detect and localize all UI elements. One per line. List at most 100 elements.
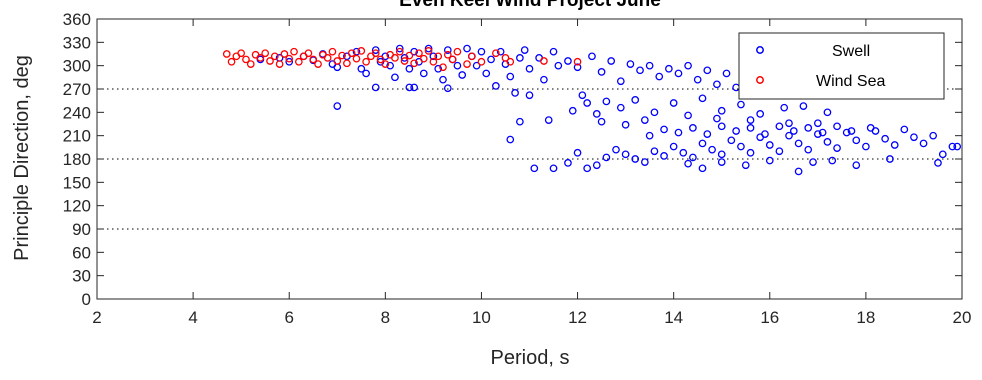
swell-point (713, 114, 721, 123)
swell-point (616, 77, 625, 86)
swell-point (813, 130, 822, 138)
swell-point (516, 117, 524, 126)
y-tick-label: 60 (72, 243, 91, 262)
x-tick-label: 14 (664, 308, 683, 327)
swell-point (799, 102, 808, 110)
swell-point (785, 131, 793, 140)
y-tick-label: 300 (63, 57, 91, 76)
swell-point (631, 155, 640, 163)
wind-sea-point (443, 50, 452, 59)
swell-point (650, 147, 659, 156)
swell-point (866, 124, 875, 132)
swell-point (434, 64, 443, 73)
wind-sea-point (309, 55, 318, 64)
swell-point (424, 44, 433, 53)
wind-sea-point (362, 57, 370, 66)
swell-point (919, 139, 928, 148)
wind-sea-point (266, 57, 274, 65)
swell-point (890, 141, 899, 149)
y-tick-label: 30 (72, 267, 91, 286)
swell-point (520, 46, 529, 54)
swell-point (564, 159, 572, 167)
swell-point (391, 73, 399, 82)
swell-point (588, 52, 596, 61)
swell-point (727, 136, 736, 145)
swell-point (525, 91, 534, 100)
swell-point (679, 148, 688, 157)
swell-point (789, 127, 798, 135)
swell-point (674, 69, 683, 78)
swell-point (669, 142, 678, 151)
swell-point (443, 84, 452, 93)
wind-sea-point (256, 54, 265, 62)
swell-point (429, 52, 438, 61)
x-tick-label: 6 (284, 308, 293, 327)
wind-sea-point (501, 54, 510, 62)
wind-sea-point (448, 55, 457, 64)
swell-point (621, 150, 630, 159)
swell-point (847, 127, 856, 135)
x-tick-label: 12 (568, 308, 587, 327)
swell-point (621, 120, 630, 129)
wind-sea-point (410, 59, 419, 68)
swell-point (698, 139, 707, 148)
swell-point (371, 83, 380, 92)
x-tick-label: 18 (856, 308, 875, 327)
swell-point (809, 158, 817, 166)
swell-point (573, 63, 582, 72)
swell-point (439, 75, 447, 84)
swell-point (645, 61, 654, 70)
swell-point (910, 133, 918, 142)
legend-wind-sea-marker (756, 76, 764, 84)
wind-sea-point (405, 51, 414, 60)
swell-point (741, 161, 750, 170)
x-tick-label: 4 (188, 308, 197, 327)
swell-point (823, 138, 832, 146)
wind-sea-point (415, 49, 423, 58)
swell-point (626, 60, 635, 68)
swell-point (650, 108, 659, 117)
swell-point (554, 61, 563, 70)
swell-point (669, 99, 678, 107)
swell-point (463, 44, 471, 53)
swell-point (602, 97, 611, 106)
legend-swell-marker (756, 46, 764, 54)
swell-point (333, 63, 342, 72)
y-axis: 0 30 60 90 120 150 180 210 240 270 300 330 360 (63, 10, 962, 309)
x-tick-label: 20 (953, 308, 972, 327)
swell-point (737, 100, 745, 109)
swell-point (506, 135, 515, 144)
swell-point (640, 116, 649, 124)
wind-sea-point (290, 47, 298, 56)
swell-point (386, 61, 394, 70)
swell-point (717, 122, 726, 131)
swell-point (525, 64, 534, 73)
swell-point (477, 47, 486, 56)
wind-sea-point (294, 57, 303, 66)
wind-sea-point (434, 52, 443, 61)
swell-point (938, 150, 947, 159)
wind-sea-point (439, 63, 447, 72)
wind-sea-point (242, 55, 250, 64)
y-tick-label: 360 (63, 10, 91, 29)
swell-point (544, 116, 553, 124)
wind-sea-point (381, 60, 390, 68)
y-tick-label: 180 (63, 150, 91, 169)
swell-point (833, 144, 841, 152)
swell-point (713, 80, 721, 89)
swell-point (410, 47, 419, 56)
wind-sea-point (237, 49, 246, 58)
wind-sea-point (463, 60, 471, 68)
wind-sea-series (222, 47, 582, 72)
swell-point (708, 145, 716, 154)
swell-point (612, 145, 620, 154)
swell-point (549, 47, 558, 56)
swell-point (395, 44, 404, 53)
y-tick-label: 150 (63, 173, 91, 192)
swell-point (732, 83, 740, 92)
swell-point (592, 110, 601, 118)
swell-point (371, 46, 380, 54)
swell-point (357, 64, 366, 73)
swell-point (660, 152, 668, 160)
